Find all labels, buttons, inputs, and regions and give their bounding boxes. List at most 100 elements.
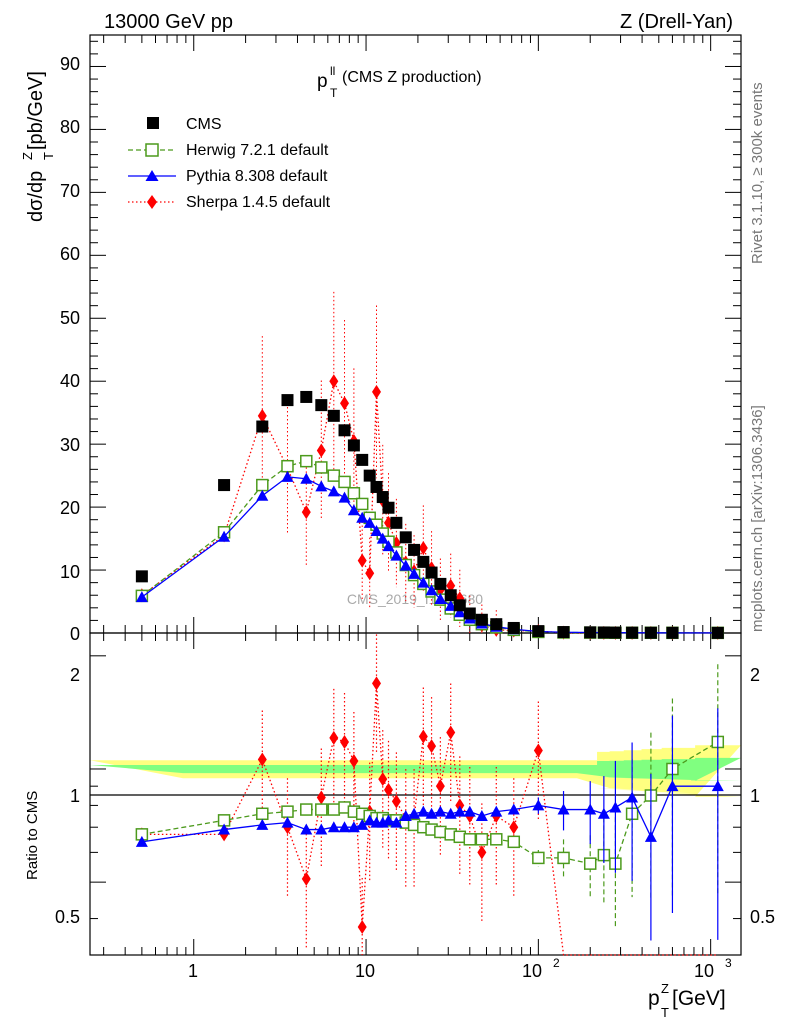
data-point <box>338 424 351 437</box>
x-tick-exponent: 3 <box>725 956 732 970</box>
data-point <box>338 475 351 489</box>
plot-title: p ll T (CMS Z production) <box>317 64 482 100</box>
data-point <box>584 626 597 639</box>
data-point <box>356 511 369 523</box>
ratio-axis-title: Ratio to CMS <box>24 791 41 880</box>
ratio-point <box>463 805 476 817</box>
ratio-point <box>434 825 447 839</box>
ratio-point <box>327 803 341 816</box>
plot-title-sub: T <box>330 86 338 100</box>
x-axis-title-unit: [GeV] <box>672 987 726 1010</box>
ratio-point <box>446 725 456 740</box>
data-point <box>281 394 294 407</box>
data-point <box>453 606 466 618</box>
data-point <box>376 532 389 544</box>
data-point <box>382 540 395 552</box>
ratio-point <box>135 835 148 847</box>
ratio-point <box>390 816 403 828</box>
data-point <box>300 454 313 468</box>
y-tick-labels: 0 10 20 30 40 50 60 70 80 90 <box>60 54 80 644</box>
ratio-point <box>391 794 401 809</box>
data-point <box>507 621 520 634</box>
x-tick-label: 10 <box>694 961 714 981</box>
ratio-tick-label-right: 1 <box>750 786 760 806</box>
ratio-point <box>644 830 657 842</box>
ratio-point <box>532 799 545 811</box>
data-point <box>666 626 679 639</box>
data-point <box>256 420 269 433</box>
ratio-point <box>349 754 359 769</box>
data-point <box>329 374 339 389</box>
y-tick-label: 90 <box>60 54 80 74</box>
x-axis-title-sup: Z <box>661 981 669 996</box>
ratio-point <box>357 919 367 934</box>
ratio-point <box>557 803 570 815</box>
legend-marker-sherpa <box>147 195 157 209</box>
x-tick-labels: 1 10 10 2 10 3 <box>188 956 732 981</box>
legend-marker-herwig <box>145 143 159 157</box>
data-point <box>347 439 360 452</box>
data-point <box>711 626 724 639</box>
data-point <box>382 501 395 514</box>
y-axis-title-sub: T <box>41 152 56 160</box>
ratio-uncertainty-bands <box>90 745 741 797</box>
ratio-point <box>378 772 388 787</box>
data-point <box>444 589 457 602</box>
data-point <box>363 516 376 528</box>
y-tick-label: 50 <box>60 308 80 328</box>
y-tick-label: 10 <box>60 562 80 582</box>
ratio-point <box>281 805 294 818</box>
ratio-point <box>315 803 328 816</box>
data-point <box>135 591 148 603</box>
x-axis-title-main: p <box>648 987 660 1010</box>
ratio-point <box>382 814 395 826</box>
data-point <box>626 626 639 639</box>
legend-item-cms: CMS <box>147 116 222 133</box>
data-point <box>399 559 412 571</box>
series-line <box>141 476 718 634</box>
series-pythia <box>135 470 724 638</box>
x-axis-title: p Z T [GeV] <box>648 981 726 1020</box>
data-point <box>340 396 350 411</box>
ratio-point <box>583 857 597 870</box>
ratio-point <box>316 790 326 805</box>
data-point <box>315 461 328 474</box>
data-point <box>356 453 369 466</box>
data-point <box>338 491 351 503</box>
y-tick-label: 60 <box>60 244 80 264</box>
data-point <box>300 472 313 484</box>
y-tick-label: 80 <box>60 117 80 137</box>
data-point <box>399 531 412 544</box>
ratio-point <box>300 823 313 835</box>
data-point <box>256 489 269 501</box>
data-point <box>434 577 447 590</box>
y-tick-label: 70 <box>60 181 80 201</box>
data-point <box>218 530 231 542</box>
ratio-point <box>475 809 488 821</box>
data-point <box>257 408 267 423</box>
y-axis-title-sup: Z <box>20 152 35 160</box>
data-point <box>301 505 311 520</box>
x-tick-label: 10 <box>522 961 542 981</box>
ratio-point <box>477 845 487 860</box>
plot-title-main: p <box>317 71 328 92</box>
plot-title-rest: (CMS Z production) <box>342 69 482 86</box>
data-point <box>408 543 421 556</box>
ratio-point <box>300 803 313 816</box>
legend-marker-pythia <box>145 170 159 181</box>
data-point <box>390 516 403 529</box>
data-point <box>490 618 503 631</box>
data-point <box>327 485 340 497</box>
y-tick-label: 20 <box>60 498 80 518</box>
ratio-point <box>408 807 421 819</box>
plot-title-sup: ll <box>330 64 335 78</box>
ratio-point <box>475 833 489 846</box>
ratio-point <box>425 807 438 819</box>
ratio-tick-label-right: 0.5 <box>750 907 775 927</box>
ratio-point <box>453 805 466 817</box>
ratio-series-herwig <box>135 664 725 930</box>
ratio-point <box>444 807 457 819</box>
ratio-tick-label: 2 <box>70 665 80 685</box>
ratio-point <box>363 814 376 826</box>
